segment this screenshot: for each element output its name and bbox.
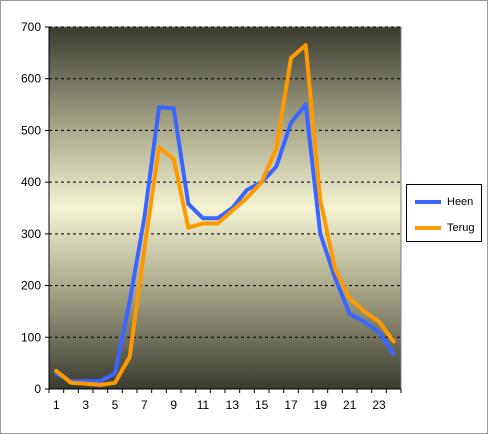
x-tick-label-9: 9 [170, 398, 177, 412]
grid-lines [49, 26, 401, 338]
legend-label-terug: Terug [447, 222, 475, 234]
y-tick-label-100: 100 [21, 330, 41, 344]
plot-area [48, 26, 402, 390]
y-tick-label-700: 700 [21, 20, 41, 34]
legend: Heen Terug [406, 184, 482, 242]
x-tick-label-3: 3 [82, 398, 89, 412]
legend-swatch-terug [415, 226, 441, 230]
legend-swatch-heen [415, 200, 441, 204]
x-tick-label-7: 7 [141, 398, 148, 412]
y-tick-label-500: 500 [21, 123, 41, 137]
x-tick-label-23: 23 [372, 398, 386, 412]
y-tick-label-600: 600 [21, 72, 41, 86]
x-axis: 1 3 5 7 9 11 13 15 17 19 21 23 [48, 388, 402, 412]
series-line-terug [54, 43, 396, 387]
x-tick-label-19: 19 [314, 398, 328, 412]
x-tick-label-5: 5 [112, 398, 119, 412]
x-tick-label-15: 15 [255, 398, 269, 412]
legend-item-heen: Heen [415, 195, 473, 209]
x-tick-label-1: 1 [53, 398, 60, 412]
y-tick-label-300: 300 [21, 227, 41, 241]
legend-item-terug: Terug [415, 221, 475, 235]
x-tick-label-13: 13 [226, 398, 240, 412]
legend-label-heen: Heen [447, 196, 474, 208]
x-tick-label-11: 11 [197, 398, 210, 412]
y-axis: 0 100 200 300 400 500 600 700 [21, 20, 50, 396]
series-points-terug [56, 45, 394, 385]
y-tick-label-200: 200 [21, 279, 41, 293]
series-lines [54, 43, 396, 387]
y-tick-label-400: 400 [21, 175, 41, 189]
series-line-heen [54, 102, 396, 384]
y-tick-label-0: 0 [34, 382, 41, 396]
x-tick-label-17: 17 [284, 398, 298, 412]
x-tick-label-21: 21 [343, 398, 357, 412]
